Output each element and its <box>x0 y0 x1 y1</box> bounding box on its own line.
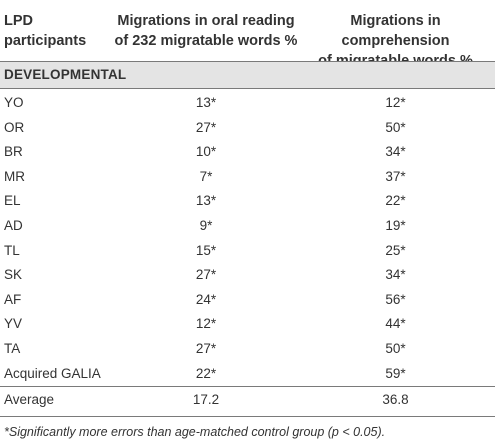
table-row: AD 9* 19* <box>0 214 495 237</box>
comprehension-cell: 25* <box>385 242 406 258</box>
header-oral-line2: of 232 migratable words % <box>114 33 298 49</box>
comprehension-cell: 34* <box>385 267 406 283</box>
table-row: Acquired GALIA 22* 59* <box>0 362 495 385</box>
oral-reading-cell: 27* <box>195 341 217 356</box>
comprehension-cell: 56* <box>385 291 406 307</box>
comprehension-cell: 34* <box>385 144 406 160</box>
header-oral-line1: Migrations in oral reading <box>117 13 295 29</box>
participant-cell: MR <box>4 168 25 184</box>
oral-reading-cell: 24* <box>195 291 217 307</box>
comprehension-cell: 12* <box>385 95 406 110</box>
oral-reading-cell: 10* <box>195 144 217 160</box>
oral-reading-cell: 27* <box>195 267 217 283</box>
participant-cell: YO <box>4 95 24 110</box>
participant-cell: EL <box>4 193 21 209</box>
oral-reading-cell: 7* <box>199 168 213 184</box>
table-row: OR 27* 50* <box>0 116 495 139</box>
table-row: TA 27* 50* <box>0 337 495 360</box>
oral-reading-cell: 13* <box>195 95 217 110</box>
table-row: EL 13* 22* <box>0 189 495 212</box>
average-comprehension: 36.8 <box>382 392 409 407</box>
comprehension-cell: 50* <box>385 119 406 135</box>
participant-cell: Acquired GALIA <box>4 365 101 381</box>
section-label: DEVELOPMENTAL <box>4 67 127 82</box>
participant-cell: YV <box>4 316 23 332</box>
table-row: TL 15* 25* <box>0 239 495 262</box>
table-row: MR 7* 37* <box>0 165 495 188</box>
oral-reading-cell: 9* <box>199 218 213 233</box>
table-row: YV 12* 44* <box>0 312 495 335</box>
oral-reading-cell: 12* <box>195 316 217 332</box>
participant-cell: TA <box>4 341 21 356</box>
table-row: SK 27* 34* <box>0 263 495 286</box>
oral-reading-cell: 27* <box>195 119 217 135</box>
comprehension-cell: 44* <box>385 316 406 332</box>
participant-cell: SK <box>4 267 23 283</box>
bottom-divider <box>0 416 495 417</box>
average-divider <box>0 386 495 387</box>
average-oral: 17.2 <box>192 392 220 407</box>
header-participants-line1: LPD <box>4 13 33 29</box>
header-comp-line1: Migrations in comprehension <box>341 13 450 49</box>
oral-reading-cell: 22* <box>195 365 217 381</box>
table-header: LPD participants Migrations in oral read… <box>0 0 495 69</box>
oral-reading-cell: 13* <box>195 193 217 209</box>
participant-cell: TL <box>4 242 20 258</box>
footnote: *Significantly more errors than age-matc… <box>4 425 386 439</box>
participant-cell: OR <box>4 119 25 135</box>
comprehension-cell: 59* <box>385 365 406 381</box>
comprehension-cell: 22* <box>385 193 406 209</box>
table-row: YO 13* 12* <box>0 91 495 114</box>
average-label: Average <box>4 392 55 407</box>
header-divider <box>0 61 495 62</box>
section-divider <box>0 88 495 89</box>
comprehension-cell: 19* <box>385 218 406 233</box>
participant-cell: AD <box>4 218 23 233</box>
oral-reading-cell: 15* <box>195 242 217 258</box>
header-participants: LPD participants <box>4 11 86 51</box>
participant-cell: AF <box>4 291 22 307</box>
header-participants-line2: participants <box>4 33 87 49</box>
section-developmental: DEVELOPMENTAL <box>0 62 495 88</box>
table-row: AF 24* 56* <box>0 288 495 311</box>
average-row: Average 17.2 36.8 <box>0 388 495 411</box>
table-row: BR 10* 34* <box>0 140 495 163</box>
comprehension-cell: 50* <box>385 341 406 356</box>
comprehension-cell: 37* <box>385 168 406 184</box>
participant-cell: BR <box>4 144 23 160</box>
header-oral-reading: Migrations in oral reading of 232 migrat… <box>112 11 300 51</box>
